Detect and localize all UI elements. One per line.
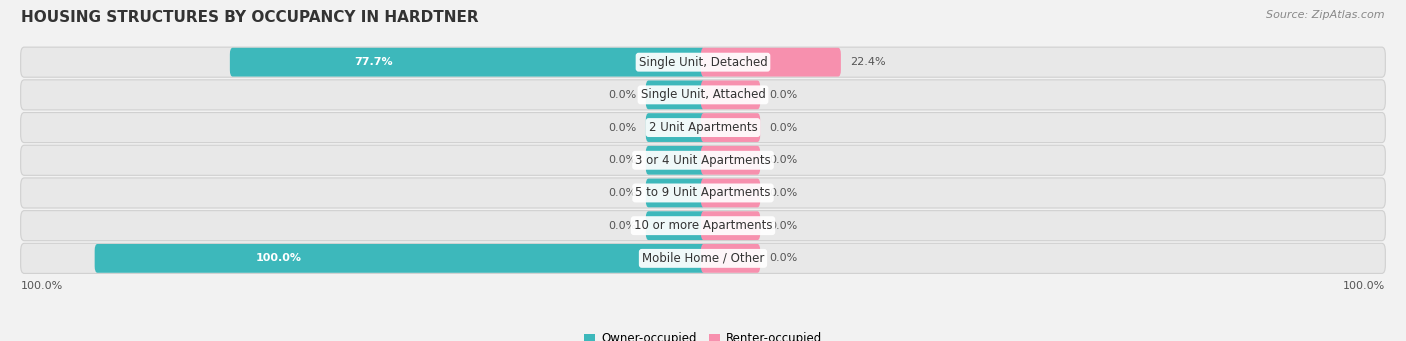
Text: 77.7%: 77.7% — [354, 57, 392, 67]
Text: 10 or more Apartments: 10 or more Apartments — [634, 219, 772, 232]
Text: 22.4%: 22.4% — [849, 57, 886, 67]
FancyBboxPatch shape — [702, 211, 761, 240]
Text: 0.0%: 0.0% — [769, 122, 797, 133]
Text: 0.0%: 0.0% — [609, 122, 637, 133]
Text: 0.0%: 0.0% — [609, 188, 637, 198]
FancyBboxPatch shape — [21, 178, 1385, 208]
FancyBboxPatch shape — [645, 211, 704, 240]
FancyBboxPatch shape — [702, 179, 761, 207]
Text: 0.0%: 0.0% — [609, 90, 637, 100]
Text: Single Unit, Attached: Single Unit, Attached — [641, 88, 765, 101]
FancyBboxPatch shape — [21, 80, 1385, 110]
FancyBboxPatch shape — [94, 244, 704, 273]
Text: Single Unit, Detached: Single Unit, Detached — [638, 56, 768, 69]
FancyBboxPatch shape — [229, 48, 704, 77]
Text: 5 to 9 Unit Apartments: 5 to 9 Unit Apartments — [636, 187, 770, 199]
Text: 0.0%: 0.0% — [769, 188, 797, 198]
FancyBboxPatch shape — [702, 113, 761, 142]
Text: 100.0%: 100.0% — [256, 253, 302, 263]
Text: 0.0%: 0.0% — [609, 155, 637, 165]
Text: 0.0%: 0.0% — [769, 253, 797, 263]
Legend: Owner-occupied, Renter-occupied: Owner-occupied, Renter-occupied — [579, 328, 827, 341]
FancyBboxPatch shape — [21, 113, 1385, 143]
Text: Mobile Home / Other: Mobile Home / Other — [641, 252, 765, 265]
Text: 100.0%: 100.0% — [1343, 281, 1385, 291]
FancyBboxPatch shape — [21, 145, 1385, 175]
Text: Source: ZipAtlas.com: Source: ZipAtlas.com — [1267, 10, 1385, 20]
Text: 3 or 4 Unit Apartments: 3 or 4 Unit Apartments — [636, 154, 770, 167]
FancyBboxPatch shape — [702, 48, 841, 77]
FancyBboxPatch shape — [702, 80, 761, 109]
FancyBboxPatch shape — [645, 80, 704, 109]
FancyBboxPatch shape — [645, 179, 704, 207]
Text: 100.0%: 100.0% — [21, 281, 63, 291]
FancyBboxPatch shape — [702, 146, 761, 175]
FancyBboxPatch shape — [21, 243, 1385, 273]
Text: 2 Unit Apartments: 2 Unit Apartments — [648, 121, 758, 134]
Text: HOUSING STRUCTURES BY OCCUPANCY IN HARDTNER: HOUSING STRUCTURES BY OCCUPANCY IN HARDT… — [21, 10, 478, 25]
Text: 0.0%: 0.0% — [609, 221, 637, 231]
Text: 0.0%: 0.0% — [769, 90, 797, 100]
FancyBboxPatch shape — [21, 47, 1385, 77]
Text: 0.0%: 0.0% — [769, 221, 797, 231]
FancyBboxPatch shape — [21, 211, 1385, 241]
FancyBboxPatch shape — [645, 113, 704, 142]
Text: 0.0%: 0.0% — [769, 155, 797, 165]
FancyBboxPatch shape — [702, 244, 761, 273]
FancyBboxPatch shape — [645, 146, 704, 175]
